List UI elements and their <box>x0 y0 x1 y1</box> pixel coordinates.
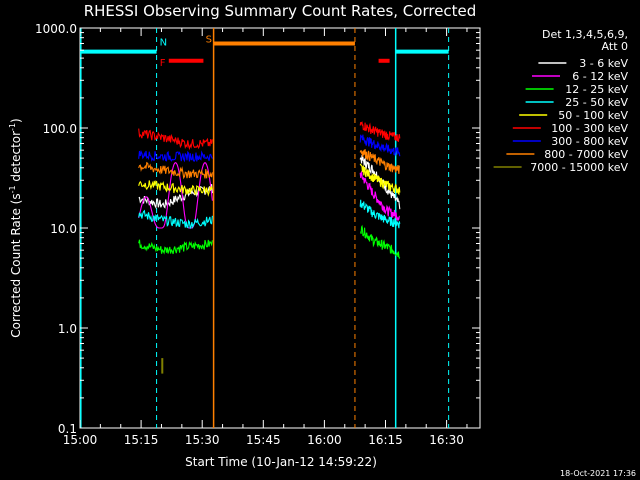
chart-title: RHESSI Observing Summary Count Rates, Co… <box>84 2 477 20</box>
y-axis: 1000.0 100.0 10.0 1.0 0.1 <box>35 22 480 436</box>
legend-entry-label: 100 - 300 keV <box>551 122 628 135</box>
series-line <box>138 180 213 197</box>
series-line <box>359 171 400 222</box>
plot-frame <box>79 27 481 429</box>
series-line <box>138 149 213 163</box>
legend-entry-label: 7000 - 15000 keV <box>530 161 628 174</box>
render-timestamp: 18-Oct-2021 17:36 <box>560 469 636 478</box>
series-line <box>138 161 213 180</box>
series-line <box>138 239 213 255</box>
series-line <box>359 149 400 174</box>
y-tick-label: 10.0 <box>50 222 77 236</box>
y-axis-label-sup2: -1 <box>8 123 17 131</box>
y-axis-label-end: ) <box>9 118 23 123</box>
series-line <box>138 184 213 210</box>
legend-header-line2: Att 0 <box>602 40 628 53</box>
interval-label: N <box>160 38 167 49</box>
legend-header-line1: Det 1,3,4,5,6,9, <box>542 28 628 41</box>
plot-area: N S F <box>79 27 481 429</box>
series-line <box>138 128 213 151</box>
y-axis-label-main: Corrected Count Rate (s <box>9 193 23 337</box>
x-tick-label: 16:15 <box>368 433 403 447</box>
interval-label: S <box>206 34 212 45</box>
legend-entry-label: 300 - 800 keV <box>551 135 628 148</box>
y-tick-label: 1000.0 <box>35 22 77 36</box>
series-line <box>359 199 401 229</box>
legend-entry-label: 6 - 12 keV <box>572 70 628 83</box>
x-tick-label: 15:30 <box>185 433 220 447</box>
legend-entry-label: 50 - 100 keV <box>558 109 628 122</box>
y-tick-label: 100.0 <box>43 122 77 136</box>
series-line <box>138 209 213 229</box>
x-tick-label: 15:45 <box>246 433 281 447</box>
x-tick-label: 16:30 <box>429 433 464 447</box>
series-line <box>360 224 401 260</box>
legend-entry-label: 800 - 7000 keV <box>544 148 628 161</box>
series-line <box>138 162 213 229</box>
legend-entry-label: 12 - 25 keV <box>565 83 628 96</box>
y-tick-label: 1.0 <box>58 322 77 336</box>
y-axis-label-mid: detector <box>9 131 23 186</box>
x-axis-label: Start Time (10-Jan-12 14:59:22) <box>185 455 377 469</box>
x-tick-label: 15:15 <box>124 433 159 447</box>
series-line <box>359 163 401 196</box>
x-axis: 15:00 15:15 15:30 15:45 16:00 16:15 16:30 <box>63 28 468 447</box>
x-tick-label: 16:00 <box>307 433 342 447</box>
x-tick-label: 15:00 <box>63 433 98 447</box>
series-line <box>359 134 401 157</box>
legend-entry-label: 25 - 50 keV <box>565 96 628 109</box>
series-line <box>359 121 401 142</box>
legend-entry-label: 3 - 6 keV <box>579 57 628 70</box>
y-tick-label: 0.1 <box>58 422 77 436</box>
y-axis-label: Corrected Count Rate (s-1 detector-1) <box>8 118 23 337</box>
y-axis-label-sup1: -1 <box>8 185 17 193</box>
interval-label: F <box>160 58 166 69</box>
